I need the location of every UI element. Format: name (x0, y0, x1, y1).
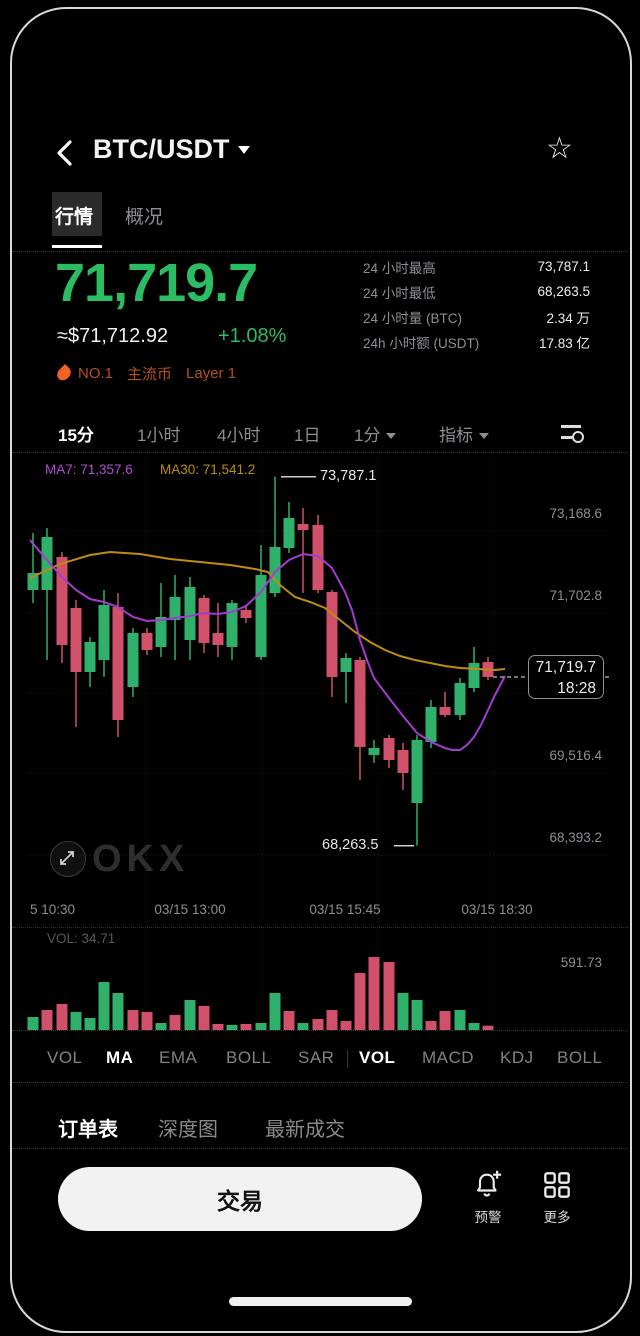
indicator-tab-vol-0[interactable]: VOL (47, 1048, 83, 1067)
separator (12, 1030, 628, 1031)
stat-row: 24 小时量 (BTC) 2.34 万 (363, 304, 590, 329)
indicator-tab-kdj-7[interactable]: KDJ (500, 1048, 534, 1067)
rank-badge-label: NO.1 (78, 365, 114, 382)
badges-row: NO.1 主流币 Layer 1 (54, 363, 237, 384)
price-axis-label: 68,393.2 (549, 830, 602, 845)
more-label: 更多 (543, 1210, 571, 1225)
indicator-tab-ema-2[interactable]: EMA (159, 1048, 198, 1067)
indicator-tab-macd-6[interactable]: MACD (422, 1048, 475, 1067)
stat-label: 24 小时最高 (363, 260, 436, 276)
category-badge[interactable]: 主流币 (127, 366, 173, 383)
price-axis-label: 69,516.4 (549, 748, 602, 763)
pair-dropdown-icon (237, 146, 250, 154)
chart-settings-icon[interactable] (561, 423, 585, 443)
bottom-tab-2[interactable]: 最新成交 (265, 1119, 345, 1141)
timeframe-指标[interactable]: 指标 (439, 421, 489, 446)
timeframe-1分[interactable]: 1分 (354, 421, 397, 446)
tab-overview[interactable]: 概况 (125, 207, 164, 228)
time-axis-label: 5 10:30 (30, 902, 76, 917)
stat-value: 2.34 万 (546, 310, 590, 326)
bottom-tab-1[interactable]: 深度图 (158, 1119, 218, 1141)
trade-button[interactable]: 交易 (58, 1167, 422, 1231)
okx-watermark: OKX (92, 838, 190, 880)
favorite-star-icon[interactable]: ☆ (546, 132, 573, 165)
grid-icon (544, 1172, 570, 1198)
timeframe-1日[interactable]: 1日 (294, 426, 321, 445)
back-icon[interactable] (54, 138, 76, 168)
tab-quotes[interactable]: 行情 (55, 207, 94, 228)
price-axis-label: 71,702.8 (549, 588, 602, 603)
more-button[interactable] (543, 1171, 571, 1199)
pair-title-label: BTC/USDT (93, 134, 230, 164)
indicator-tab-ma-1[interactable]: MA (106, 1048, 134, 1067)
volume-axis-label: 591.73 (560, 955, 602, 970)
timeframe-1小时[interactable]: 1小时 (137, 426, 181, 445)
time-axis-label: 03/15 13:00 (154, 902, 226, 917)
indicator-tab-boll-3[interactable]: BOLL (226, 1048, 272, 1067)
timeframe-4小时[interactable]: 4小时 (217, 426, 261, 445)
trade-button-label: 交易 (217, 1188, 263, 1214)
fullscreen-chart-button[interactable] (50, 841, 86, 877)
stat-row: 24 小时最低 68,263.5 (363, 279, 590, 304)
separator (12, 251, 628, 252)
rank-badge[interactable]: NO.1 (54, 363, 114, 384)
time-axis-label: 03/15 18:30 (461, 902, 533, 917)
stat-value: 17.83 亿 (538, 335, 590, 351)
current-price-value: 71,719.7 (535, 658, 596, 676)
ma7-legend: MA7: 71,357.6 (45, 462, 133, 477)
time-axis-label: 03/15 15:45 (309, 902, 381, 917)
last-price: 71,719.7 (55, 253, 258, 313)
low-annotation: 68,263.5 (322, 836, 379, 853)
high-annotation: 73,787.1 (320, 467, 377, 484)
indicator-tab-vol-5[interactable]: VOL (359, 1048, 396, 1067)
bell-plus-icon (477, 1170, 502, 1197)
indicator-tab-sar-4[interactable]: SAR (298, 1048, 335, 1067)
layer-badge[interactable]: Layer 1 (186, 365, 237, 382)
stat-label: 24h 小时额 (USDT) (363, 335, 480, 351)
expand-arrows-icon (60, 851, 74, 865)
separator (12, 1148, 628, 1149)
stat-value: 68,263.5 (537, 284, 590, 299)
timeframe-15分[interactable]: 15分 (58, 426, 94, 445)
stat-value: 73,787.1 (537, 259, 590, 274)
volume-legend: VOL: 34.71 (47, 931, 116, 946)
tab-quotes-highlight (52, 192, 102, 236)
price-chart[interactable] (30, 455, 610, 890)
change-percent: +1.08% (218, 325, 287, 347)
indicator-divider (347, 1050, 348, 1068)
stat-label: 24 小时量 (BTC) (363, 310, 463, 326)
current-price-box: 71,719.7 18:28 (528, 654, 604, 699)
tab-active-underline (52, 245, 102, 248)
alert-button[interactable] (473, 1169, 503, 1201)
stat-row: 24h 小时额 (USDT) 17.83 亿 (363, 329, 590, 354)
separator (12, 452, 628, 453)
stat-row: 24 小时最高 73,787.1 (363, 254, 590, 279)
separator (12, 927, 628, 928)
chevron-down-icon (479, 433, 489, 439)
chevron-down-icon (386, 433, 397, 439)
bottom-tab-0[interactable]: 订单表 (58, 1119, 118, 1141)
fiat-price: ≈$71,712.92 (57, 325, 169, 347)
home-indicator[interactable] (229, 1297, 412, 1306)
current-price-time: 18:28 (557, 679, 596, 697)
alert-label: 预警 (474, 1210, 502, 1225)
stat-label: 24 小时最低 (363, 285, 436, 301)
stats-panel: 24 小时最高 73,787.1 24 小时最低 68,263.5 24 小时量 (… (363, 254, 590, 354)
price-axis-label: 73,168.6 (549, 506, 602, 521)
indicator-tab-boll-8[interactable]: BOLL (557, 1048, 603, 1067)
ma30-legend: MA30: 71,541.2 (160, 462, 256, 477)
separator (12, 1082, 628, 1083)
pair-title[interactable]: BTC/USDT (93, 134, 250, 165)
flame-icon (54, 363, 74, 384)
